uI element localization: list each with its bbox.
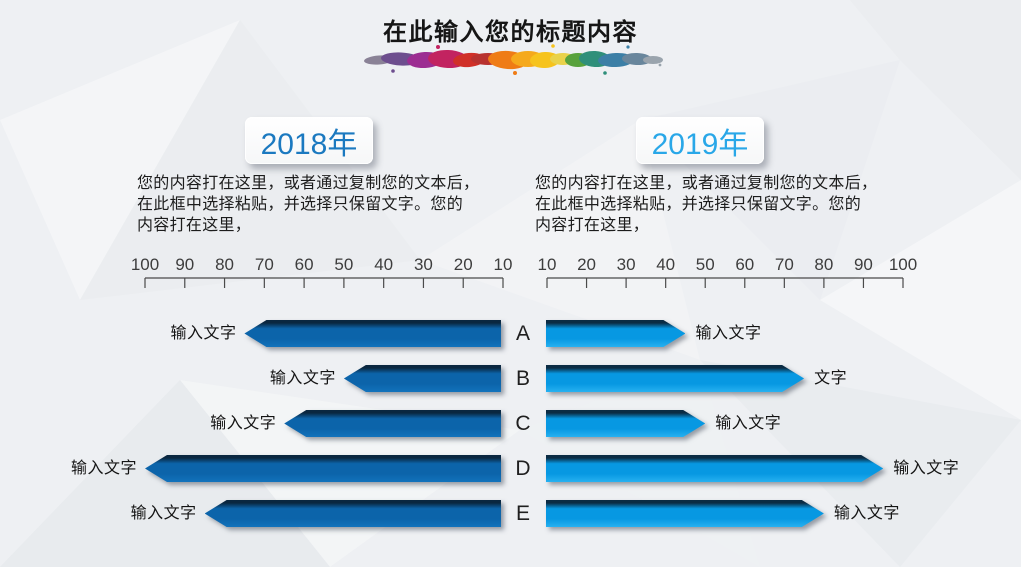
description-2018: 您的内容打在这里，或者通过复制您的文本后， 在此框中选择粘贴，并选择只保留文字。… — [137, 175, 480, 234]
bar-label-2019-E: 输入文字 — [833, 505, 900, 522]
bar-2019-shape — [546, 365, 804, 392]
bar-2019-D — [546, 455, 883, 482]
bar-label-2018-A: 输入文字 — [170, 325, 237, 342]
year-2018-label: 2018年 — [260, 127, 358, 161]
bar-2019-A — [546, 320, 685, 347]
bar-label-2018-D: 输入文字 — [70, 460, 137, 477]
bar-2018-B — [343, 365, 501, 392]
axis-tick-label: 30 — [617, 255, 636, 274]
bar-2019-shape — [546, 320, 685, 347]
bar-2019-C — [546, 410, 705, 437]
bar-label-2019-A: 输入文字 — [695, 325, 762, 342]
bar-2018-shape — [145, 455, 501, 482]
bar-label-2018-E: 输入文字 — [130, 505, 197, 522]
bar-2018-shape — [343, 365, 501, 392]
axis-tick-label: 60 — [735, 255, 754, 274]
bar-label-2019-C: 输入文字 — [715, 415, 782, 432]
axis-tick-label: 40 — [374, 255, 393, 274]
axis-tick-label: 60 — [295, 255, 314, 274]
year-badge-2018: 2018年 — [245, 117, 373, 164]
bar-2019-B — [546, 365, 804, 392]
bar-2019-shape — [546, 500, 824, 527]
axis-tick-label: 20 — [577, 255, 596, 274]
axis-tick-label: 10 — [494, 255, 513, 274]
category-label-D: D — [515, 457, 531, 480]
bar-label-2018-B: 输入文字 — [269, 370, 336, 387]
axis-tick-label: 50 — [696, 255, 715, 274]
category-label-E: E — [515, 502, 530, 525]
bar-2018-E — [204, 500, 501, 527]
axis-tick-label: 90 — [854, 255, 873, 274]
axis-tick-label: 100 — [889, 255, 917, 274]
axis-tick-label: 80 — [814, 255, 833, 274]
description-2019: 您的内容打在这里，或者通过复制您的文本后， 在此框中选择粘贴，并选择只保留文字。… — [535, 175, 878, 234]
category-label-C: C — [515, 412, 531, 435]
page-title: 在此输入您的标题内容 — [383, 19, 638, 46]
axis-tick-label: 10 — [538, 255, 557, 274]
axis-tick-label: 100 — [131, 255, 159, 274]
axis-tick-label: 70 — [255, 255, 274, 274]
bar-label-2019-B: 文字 — [814, 370, 848, 387]
bar-2018-shape — [284, 410, 501, 437]
axis-tick-label: 20 — [454, 255, 473, 274]
bar-2018-A — [244, 320, 501, 347]
bar-2018-shape — [244, 320, 501, 347]
bar-label-2019-D: 输入文字 — [893, 460, 960, 477]
bar-2019-shape — [546, 455, 883, 482]
bar-2019-E — [546, 500, 824, 527]
bar-label-2018-C: 输入文字 — [210, 415, 277, 432]
year-badge-2019: 2019年 — [636, 117, 764, 164]
paint-splash-icon — [364, 44, 663, 75]
bar-2018-shape — [204, 500, 501, 527]
axis-tick-label: 40 — [656, 255, 675, 274]
bar-2018-D — [145, 455, 501, 482]
axis-tick-label: 90 — [175, 255, 194, 274]
axis-tick-label: 30 — [414, 255, 433, 274]
category-label-B: B — [515, 367, 530, 390]
bar-2019-shape — [546, 410, 705, 437]
axis-tick-label: 50 — [334, 255, 353, 274]
axis-tick-label: 80 — [215, 255, 234, 274]
category-label-A: A — [515, 322, 530, 345]
bar-2018-C — [284, 410, 501, 437]
axis-tick-label: 70 — [775, 255, 794, 274]
year-2019-label: 2019年 — [651, 127, 749, 161]
